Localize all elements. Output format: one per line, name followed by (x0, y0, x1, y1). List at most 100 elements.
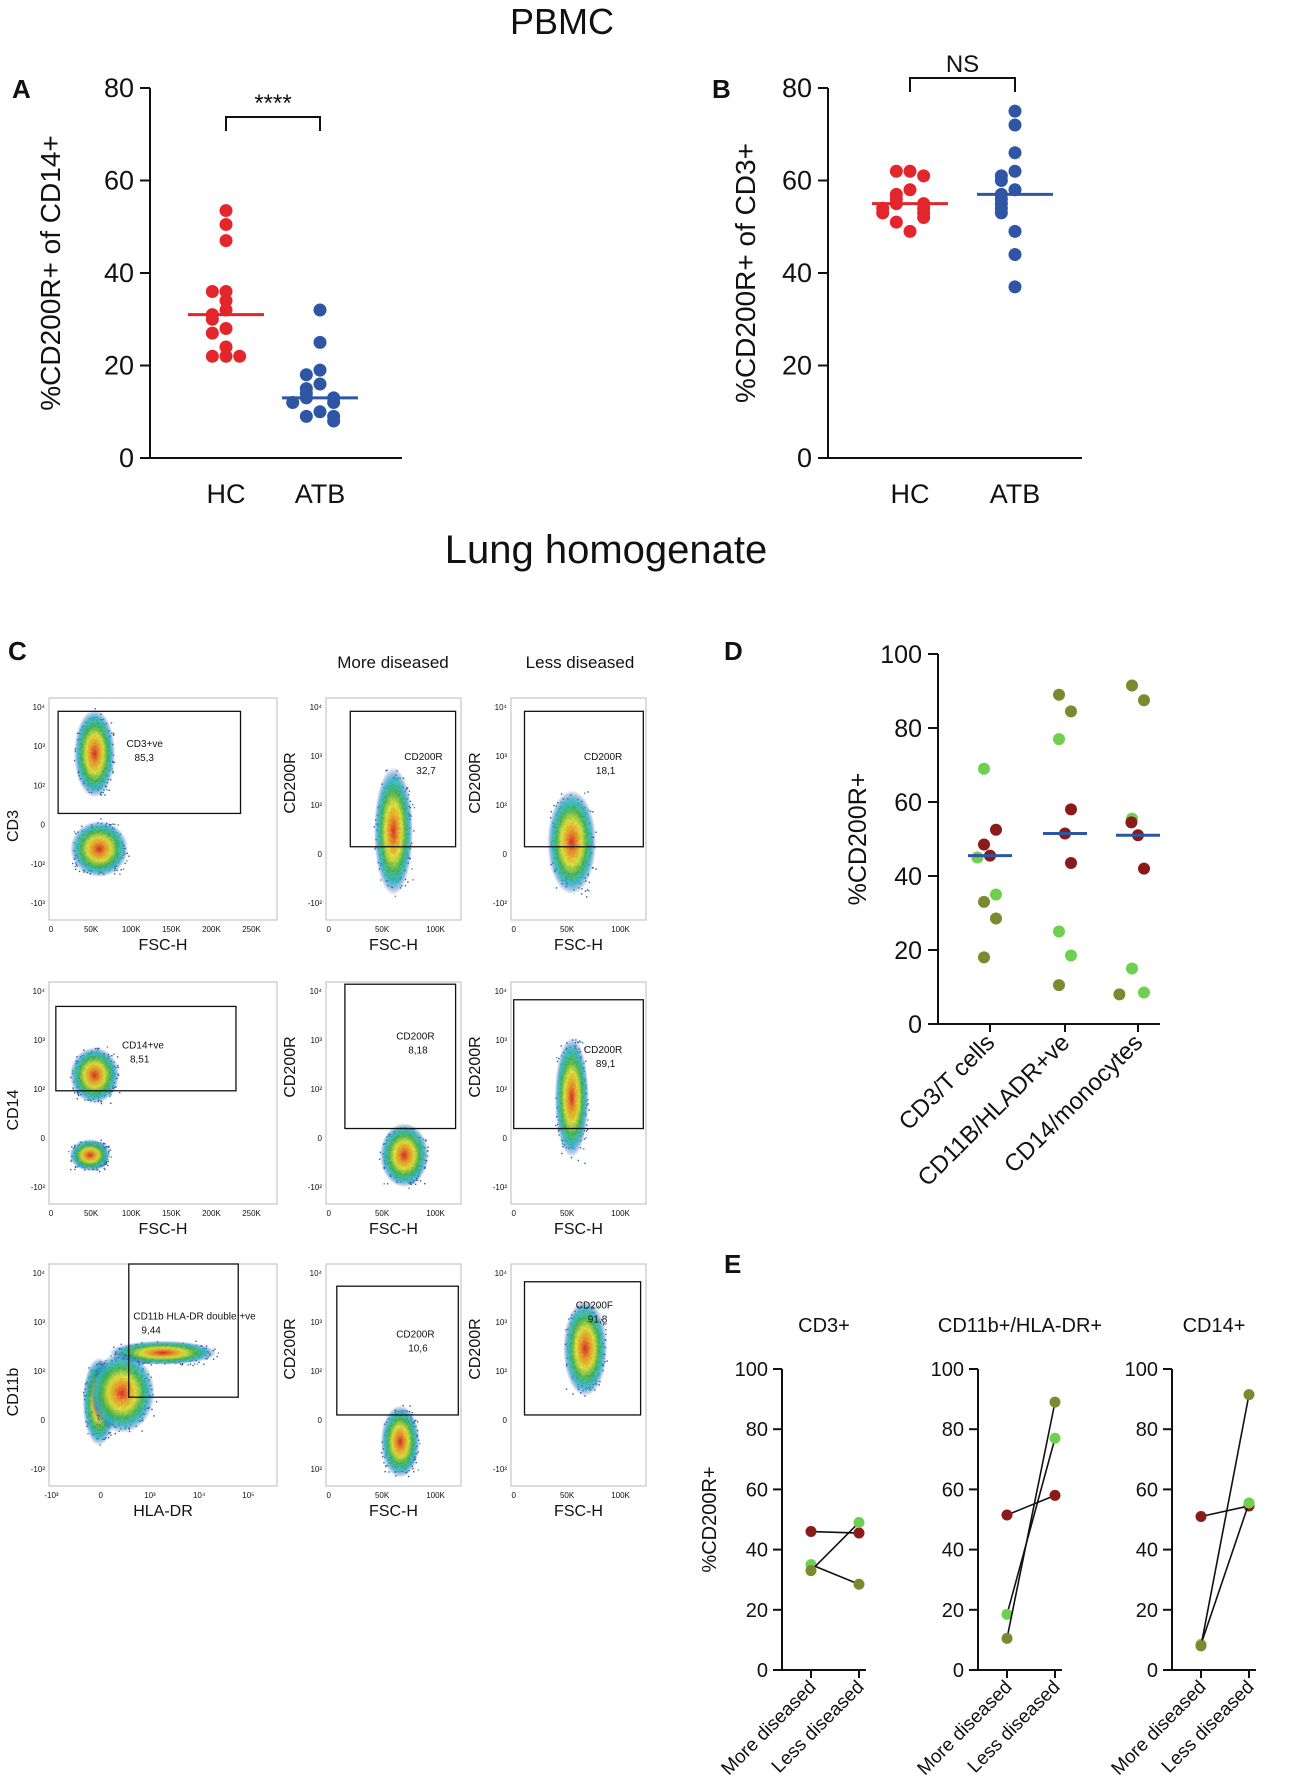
event-dot (119, 1092, 121, 1094)
event-dot (380, 879, 382, 881)
event-dot (386, 769, 388, 771)
y-tick-label: 10³ (310, 752, 322, 761)
x-axis-label: FSC-H (139, 937, 188, 954)
data-point (1008, 146, 1022, 160)
y-tick-label: -10² (308, 899, 323, 908)
x-tick-label: 50K (375, 925, 390, 934)
y-tick-label: 10³ (495, 752, 507, 761)
event-dot (385, 770, 387, 772)
event-dot (584, 890, 587, 892)
y-tick-label: 20 (104, 351, 134, 381)
y-tick-label: 0 (797, 443, 812, 473)
event-dot (412, 879, 414, 881)
gate-rectangle (57, 710, 242, 815)
event-dot (72, 1089, 74, 1091)
event-dot (404, 885, 407, 887)
event-dot (112, 823, 114, 825)
x-tick-label: 0 (511, 925, 516, 934)
y-tick-label: 60 (104, 166, 134, 196)
event-dot (112, 732, 115, 734)
density-core (74, 709, 116, 798)
panel-label-c: C (8, 636, 27, 666)
event-dot (78, 870, 81, 873)
x-tick-label: 50K (84, 925, 99, 934)
y-axis-label: %CD200R+ of CD14+ (35, 135, 66, 410)
x-tick-label: 50K (560, 925, 575, 934)
density-core (547, 790, 597, 895)
event-dot (553, 804, 555, 807)
event-dot (75, 868, 77, 870)
panel-label-a: A (12, 74, 31, 104)
event-dot (592, 811, 594, 813)
data-point (1008, 224, 1022, 238)
event-dot (100, 794, 102, 796)
gate-rectangle (349, 710, 457, 848)
gate-name: CD200R (584, 752, 622, 763)
event-dot (116, 1056, 119, 1058)
event-dot (72, 862, 74, 865)
panel-label-d: D (724, 636, 743, 666)
event-dot (586, 896, 588, 898)
plot-frame (48, 981, 278, 1205)
gate-value: 18,1 (596, 766, 616, 777)
event-dot (120, 869, 122, 871)
y-tick-label: 10⁴ (33, 703, 46, 712)
significance-bracket (909, 77, 1016, 92)
gate-value: 85,3 (135, 753, 155, 764)
y-axis-label: CD200R (282, 752, 299, 813)
data-point (205, 285, 219, 298)
data-point (219, 234, 233, 248)
column-header-more-diseased: More diseased (337, 653, 449, 672)
y-tick-label: 10² (495, 801, 507, 810)
data-point (299, 368, 313, 382)
event-dot (103, 1167, 105, 1169)
event-dot (394, 895, 397, 897)
density-core (374, 767, 413, 896)
x-tick-label: 100K (611, 925, 630, 934)
plot-frame (510, 697, 647, 921)
event-dot (408, 790, 411, 792)
y-axis-label: CD3 (5, 810, 22, 842)
data-point (313, 405, 327, 419)
gate-rectangle (523, 710, 644, 848)
event-dot (100, 1102, 103, 1105)
event-dot (110, 1156, 112, 1158)
event-dot (94, 708, 96, 710)
event-dot (110, 722, 113, 724)
event-dot (588, 881, 591, 884)
x-axis-label: FSC-H (369, 937, 418, 954)
data-point (903, 224, 917, 238)
y-tick-label: 10⁴ (310, 703, 323, 712)
y-tick-label: 0 (41, 821, 46, 830)
event-dot (74, 1168, 76, 1171)
data-point (1008, 248, 1022, 261)
y-tick-label: 80 (782, 73, 812, 103)
data-point (889, 215, 903, 229)
data-point (1008, 118, 1022, 132)
flow-plot: CD14+ve8,510 50K 100K 150K 200K 250K10⁴10³10²… (5, 981, 278, 1238)
y-tick-label: -10² (31, 860, 46, 869)
data-point (327, 414, 341, 428)
data-point (219, 217, 233, 231)
data-point (219, 294, 233, 308)
data-point (313, 303, 327, 317)
event-dot (113, 1053, 115, 1055)
data-point (1008, 104, 1022, 118)
pbmc-title: PBMC (510, 1, 614, 42)
event-dot (106, 789, 108, 791)
significance-label: **** (254, 90, 291, 117)
event-dot (595, 868, 597, 870)
data-point (1008, 280, 1022, 294)
plot-frame (48, 697, 278, 921)
y-tick-label: 40 (782, 258, 812, 288)
event-dot (81, 825, 83, 827)
x-tick-label: ATB (990, 479, 1041, 509)
event-dot (119, 873, 121, 875)
data-point (205, 326, 219, 340)
lung-homogenate-title: Lung homogenate (445, 528, 768, 572)
data-point (205, 349, 219, 363)
event-dot (581, 893, 583, 895)
